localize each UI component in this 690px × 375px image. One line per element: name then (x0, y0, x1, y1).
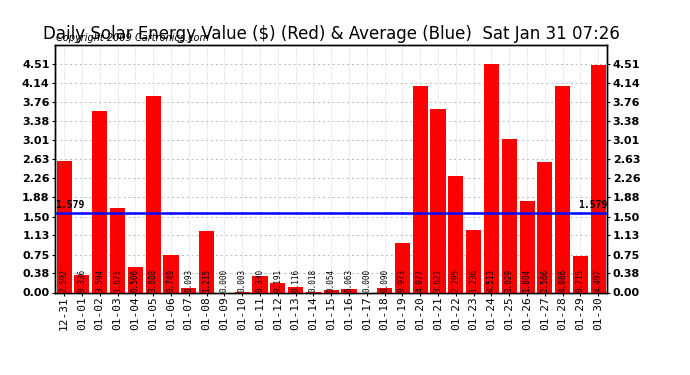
Text: Copyright 2009 Cartronics.com: Copyright 2009 Cartronics.com (57, 33, 209, 42)
Text: 4.497: 4.497 (594, 269, 603, 292)
Bar (573, 256, 588, 292)
Text: 0.090: 0.090 (380, 269, 389, 292)
Text: 4.513: 4.513 (487, 269, 496, 292)
Text: 0.116: 0.116 (291, 269, 300, 292)
Text: 0.003: 0.003 (237, 269, 246, 292)
Bar (57, 161, 72, 292)
Title: Daily Solar Energy Value ($) (Red) & Average (Blue)  Sat Jan 31 07:26: Daily Solar Energy Value ($) (Red) & Ave… (43, 26, 620, 44)
Bar (146, 96, 161, 292)
Bar (342, 289, 357, 292)
Text: 1.236: 1.236 (469, 269, 478, 292)
Bar (92, 111, 107, 292)
Bar (520, 201, 535, 292)
Text: 3.621: 3.621 (433, 269, 442, 292)
Bar (288, 286, 303, 292)
Bar (591, 65, 606, 292)
Text: 2.586: 2.586 (540, 269, 549, 292)
Bar (324, 290, 339, 292)
Text: 1.215: 1.215 (202, 269, 211, 292)
Text: 0.054: 0.054 (326, 269, 336, 292)
Text: 0.506: 0.506 (131, 269, 140, 292)
Bar (199, 231, 214, 292)
Text: 2.295: 2.295 (451, 269, 460, 292)
Text: 0.973: 0.973 (398, 269, 407, 292)
Text: 3.888: 3.888 (148, 269, 157, 292)
Bar (75, 276, 90, 292)
Bar (448, 176, 464, 292)
Bar (110, 208, 125, 292)
Text: 4.086: 4.086 (558, 269, 567, 292)
Bar (253, 276, 268, 292)
Bar (128, 267, 143, 292)
Text: 0.715: 0.715 (576, 269, 585, 292)
Text: 3.594: 3.594 (95, 269, 104, 292)
Text: 4.077: 4.077 (416, 269, 425, 292)
Bar (270, 283, 286, 292)
Bar (431, 109, 446, 292)
Text: 0.336: 0.336 (77, 269, 86, 292)
Bar (164, 255, 179, 292)
Text: 0.093: 0.093 (184, 269, 193, 292)
Text: 0.330: 0.330 (255, 269, 264, 292)
Text: 0.000: 0.000 (220, 269, 229, 292)
Text: 0.191: 0.191 (273, 269, 282, 292)
Text: 2.592: 2.592 (59, 269, 68, 292)
Bar (413, 86, 428, 292)
Bar (538, 162, 553, 292)
Bar (181, 288, 197, 292)
Text: 0.000: 0.000 (362, 269, 371, 292)
Text: 0.063: 0.063 (344, 269, 353, 292)
Text: 0.018: 0.018 (309, 269, 318, 292)
Bar (484, 64, 499, 292)
Bar (466, 230, 481, 292)
Text: 1.671: 1.671 (113, 269, 122, 292)
Bar (502, 139, 517, 292)
Text: 0.749: 0.749 (166, 269, 175, 292)
Text: 1.579: 1.579 (55, 200, 85, 210)
Bar (377, 288, 392, 292)
Text: 1.804: 1.804 (522, 269, 531, 292)
Bar (395, 243, 410, 292)
Text: 1.579: 1.579 (578, 200, 607, 210)
Text: 3.029: 3.029 (505, 269, 514, 292)
Bar (555, 86, 570, 292)
